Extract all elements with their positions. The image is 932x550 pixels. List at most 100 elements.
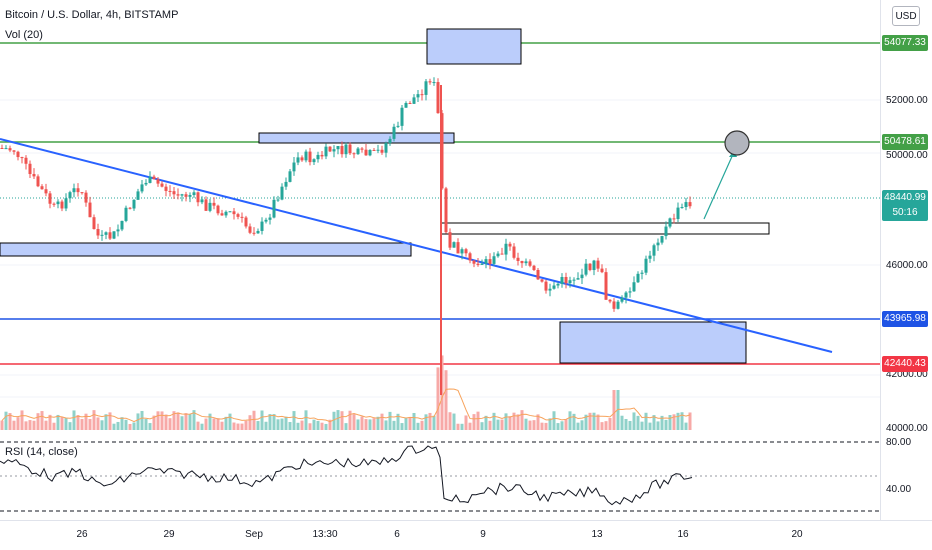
price-tag-43965[interactable]: 43965.98	[882, 311, 928, 327]
candle-body	[392, 126, 396, 139]
target-circle[interactable]	[724, 130, 750, 156]
candle-body	[456, 242, 460, 254]
volume-bar	[400, 423, 404, 430]
volume-bar	[532, 420, 536, 430]
candle-body	[492, 256, 496, 264]
currency-button[interactable]: USD	[892, 6, 920, 26]
volume-bar	[12, 420, 16, 430]
volume-bar	[160, 411, 164, 430]
price-axis-label: 40000.00	[886, 423, 928, 434]
candle-body	[516, 257, 520, 262]
candle-body	[500, 253, 504, 255]
volume-bar	[320, 422, 324, 430]
price-tag-42440[interactable]: 42440.43	[882, 356, 928, 372]
candle-body	[648, 255, 652, 259]
volume-bar	[104, 414, 108, 430]
candle-body	[436, 82, 440, 114]
candle-body	[196, 192, 200, 203]
price-tag-current[interactable]: 48440.99	[882, 190, 928, 206]
candle-body	[524, 261, 528, 264]
target-arrow[interactable]	[703, 151, 735, 220]
candle-body	[128, 207, 132, 209]
zone-box-top[interactable]	[426, 28, 522, 65]
candle-body	[484, 259, 488, 264]
volume-bar	[508, 416, 512, 430]
candle-body	[668, 218, 672, 227]
candle-body	[556, 283, 560, 286]
zone-box-mid-left[interactable]	[258, 132, 455, 144]
volume-bar	[580, 420, 584, 430]
candle-body	[296, 157, 300, 163]
volume-bar	[8, 413, 12, 430]
volume-ma-line	[1, 388, 691, 423]
volume-bar	[180, 416, 184, 430]
candle-body	[116, 229, 120, 232]
volume-bar	[68, 422, 72, 430]
price-tag-54077[interactable]: 54077.33	[882, 35, 928, 51]
volume-bar	[384, 420, 388, 430]
time-axis-separator	[0, 520, 932, 521]
candle-body	[244, 217, 248, 227]
candle-body	[540, 279, 544, 282]
rsi-axis-label: 80.00	[886, 437, 912, 448]
zone-box-bottom[interactable]	[559, 321, 747, 364]
volume-bar	[660, 415, 664, 430]
candle-body	[528, 261, 532, 266]
volume-bar	[16, 417, 20, 430]
volume-bar	[152, 415, 156, 430]
volume-bar	[76, 415, 80, 430]
volume-bar	[668, 415, 672, 430]
zone-box-left-support[interactable]	[0, 242, 412, 257]
candle-body	[632, 282, 636, 292]
volume-bar	[516, 414, 520, 430]
candle-body	[416, 94, 420, 98]
candle-body	[572, 279, 576, 281]
volume-bar	[548, 418, 552, 430]
candle-body	[308, 151, 312, 163]
zone-box-breakout[interactable]	[440, 222, 770, 235]
price-axis-label: 46000.00	[886, 260, 928, 271]
volume-bar	[20, 410, 24, 430]
candle-body	[452, 242, 456, 248]
volume-bar	[608, 417, 612, 430]
volume-bar	[352, 414, 356, 430]
candle-body	[156, 179, 160, 184]
volume-bar	[688, 412, 692, 430]
candle-body	[508, 243, 512, 247]
volume-bar	[680, 412, 684, 430]
candle-body	[288, 171, 292, 182]
descending-trendline[interactable]	[0, 138, 833, 353]
volume-bar	[192, 410, 196, 430]
rsi-indicator-title[interactable]: RSI (14, close)	[5, 446, 78, 458]
volume-bar	[592, 412, 596, 430]
volume-bar	[392, 420, 396, 430]
candle-body	[32, 174, 36, 177]
candle-body	[204, 199, 208, 211]
volume-bar	[640, 421, 644, 430]
candle-body	[44, 189, 48, 194]
candle-body	[348, 144, 352, 154]
candle-body	[376, 149, 380, 151]
volume-bar	[244, 420, 248, 430]
price-tag-50478[interactable]: 50478.61	[882, 134, 928, 150]
candle-body	[112, 231, 116, 239]
volume-bar	[552, 411, 556, 430]
volume-bar	[188, 413, 192, 430]
volume-bar	[476, 411, 480, 430]
volume-bar	[124, 419, 128, 430]
volume-indicator-title[interactable]: Vol (20)	[5, 29, 43, 41]
candle-body	[20, 157, 24, 159]
symbol-title[interactable]: Bitcoin / U.S. Dollar, 4h, BITSTAMP	[5, 9, 179, 21]
candle-body	[608, 299, 612, 302]
candle-body	[240, 216, 244, 218]
volume-bar	[316, 420, 320, 430]
volume-bar	[220, 421, 224, 430]
volume-bar	[624, 419, 628, 430]
volume-bar	[380, 413, 384, 430]
volume-bar	[0, 420, 4, 430]
candle-body	[192, 192, 196, 196]
candle-body	[80, 192, 84, 194]
candle-body	[468, 253, 472, 261]
